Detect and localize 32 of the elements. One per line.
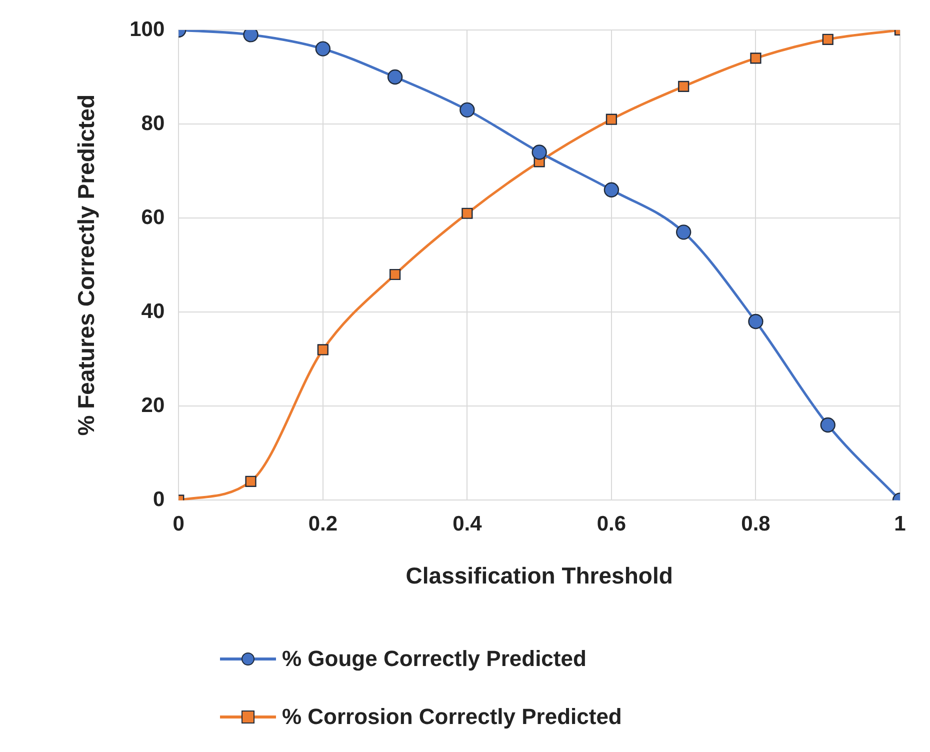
y-tick-label: 100 — [130, 18, 165, 41]
point — [678, 80, 690, 92]
point — [750, 52, 762, 64]
x-tick-label: 0.2 — [308, 512, 338, 536]
point — [389, 268, 401, 280]
legend-label: % Gouge Correctly Predicted — [282, 646, 586, 672]
point — [748, 314, 764, 330]
x-tick-label: 0.8 — [741, 512, 771, 536]
y-tick-label: 20 — [141, 394, 165, 417]
x-axis-title: Classification Threshold — [406, 562, 673, 589]
x-tick-label: 0 — [172, 512, 184, 536]
point — [822, 34, 834, 45]
point — [460, 102, 475, 118]
y-axis-title: % Features Correctly Predicted — [73, 94, 100, 436]
x-tick-label: 0.6 — [596, 512, 626, 536]
point — [245, 476, 256, 487]
point — [462, 208, 473, 219]
point — [532, 144, 547, 160]
point — [604, 182, 620, 198]
y-tick-label: 0 — [152, 488, 165, 511]
point — [387, 69, 403, 85]
y-tick-label: 80 — [141, 112, 165, 135]
legend-label: % Corrosion Correctly Predicted — [282, 704, 622, 730]
point — [676, 224, 692, 240]
x-tick-label: 0.4 — [452, 512, 482, 536]
point — [317, 344, 328, 356]
y-tick-label: 60 — [141, 206, 165, 229]
y-tick-label: 40 — [141, 300, 165, 323]
point — [820, 417, 836, 433]
x-tick-label: 1 — [894, 512, 906, 536]
point — [606, 114, 618, 125]
point — [315, 41, 331, 56]
